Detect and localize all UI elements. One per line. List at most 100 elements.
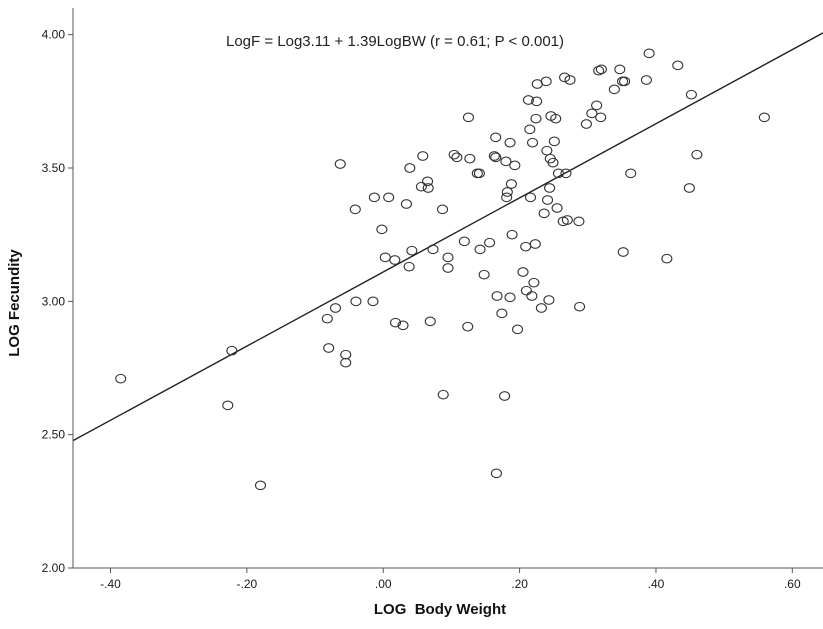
data-point [491,291,503,301]
data-point [474,244,486,255]
data-point [586,108,598,119]
data-point [226,345,238,356]
data-point [643,48,655,59]
data-point [617,247,629,257]
tick-marks-and-labels: 2.00 2.50 3.00 3.50 4.00 -.40 -.20 .00 .20 .40 .60 [42,28,801,591]
regression-line-layer [72,32,823,442]
data-point [531,96,543,107]
data-point [560,168,572,179]
data-point [504,137,516,148]
data-point [424,316,436,327]
data-point [376,224,388,235]
x-tick-label: -.20 [237,577,258,591]
data-point [427,244,439,255]
data-point [421,176,434,187]
data-point [501,187,513,197]
regression-equation-annotation: LogF = Log3.11 + 1.39LogBW (r = 0.61; P … [226,33,564,50]
data-point [222,400,234,411]
data-point [511,324,524,335]
data-point [552,168,565,179]
x-tick-label: .20 [511,577,528,591]
data-point [524,124,536,135]
data-point [524,192,537,203]
data-point [403,261,415,272]
data-point [538,208,550,219]
y-tick-label: 3.50 [42,161,66,175]
axes [72,8,823,569]
y-tick-label: 2.00 [42,561,66,575]
data-point [329,303,342,313]
data-point [608,84,620,95]
data-point [595,112,607,123]
data-point [490,132,502,143]
data-point [574,301,586,312]
x-tick-label: -.40 [100,577,121,591]
data-point [400,199,412,209]
data-point [561,215,573,225]
data-point [464,153,476,164]
data-point [340,349,352,360]
data-point [640,75,652,85]
data-point [484,237,496,248]
data-point [490,468,502,479]
data-point [417,151,429,161]
data-point [437,389,449,400]
data-point [530,113,542,124]
data-point [526,291,538,301]
x-axis-title: LOG Body Weight [374,601,506,618]
data-point [520,241,532,252]
data-point [564,75,576,85]
data-point [506,229,518,240]
data-point [458,236,470,247]
data-point [520,285,532,296]
data-point [526,137,539,148]
data-point [448,149,460,160]
data-point [478,269,490,280]
y-tick-label: 4.00 [42,28,66,42]
data-point [619,76,631,87]
data-point [504,292,516,303]
data-point [683,183,695,193]
data-point [691,149,703,160]
data-point [462,112,475,123]
data-points [115,48,770,491]
data-point [321,313,333,324]
data-point [540,76,552,87]
data-point [451,152,463,163]
data-point [595,64,607,75]
data-point [422,183,434,193]
data-point [436,204,449,215]
data-point [517,267,529,277]
data-point [551,203,563,213]
data-point [350,296,362,307]
data-point [499,391,511,401]
data-point [543,295,555,305]
y-tick-label: 3.00 [42,294,66,308]
data-point [500,156,512,167]
data-point [501,192,513,203]
data-point [559,72,571,83]
data-point [490,152,502,163]
data-point [379,252,391,263]
data-point [541,195,554,205]
data-point [254,480,267,491]
data-point [580,119,592,129]
y-axis-title: LOG Fecundity [6,249,23,357]
data-point [544,183,556,193]
data-point [415,181,427,192]
y-tick-label: 2.50 [42,428,66,442]
data-point [462,321,474,332]
data-point [509,160,521,171]
data-point [473,168,485,179]
data-point [442,252,454,263]
regression-line [72,32,823,442]
data-point [528,277,540,288]
data-point [334,159,346,169]
data-point [389,317,402,328]
data-point [367,296,379,307]
data-point [548,136,560,147]
data-point [404,163,416,173]
data-point [496,308,508,319]
data-point [758,112,770,123]
